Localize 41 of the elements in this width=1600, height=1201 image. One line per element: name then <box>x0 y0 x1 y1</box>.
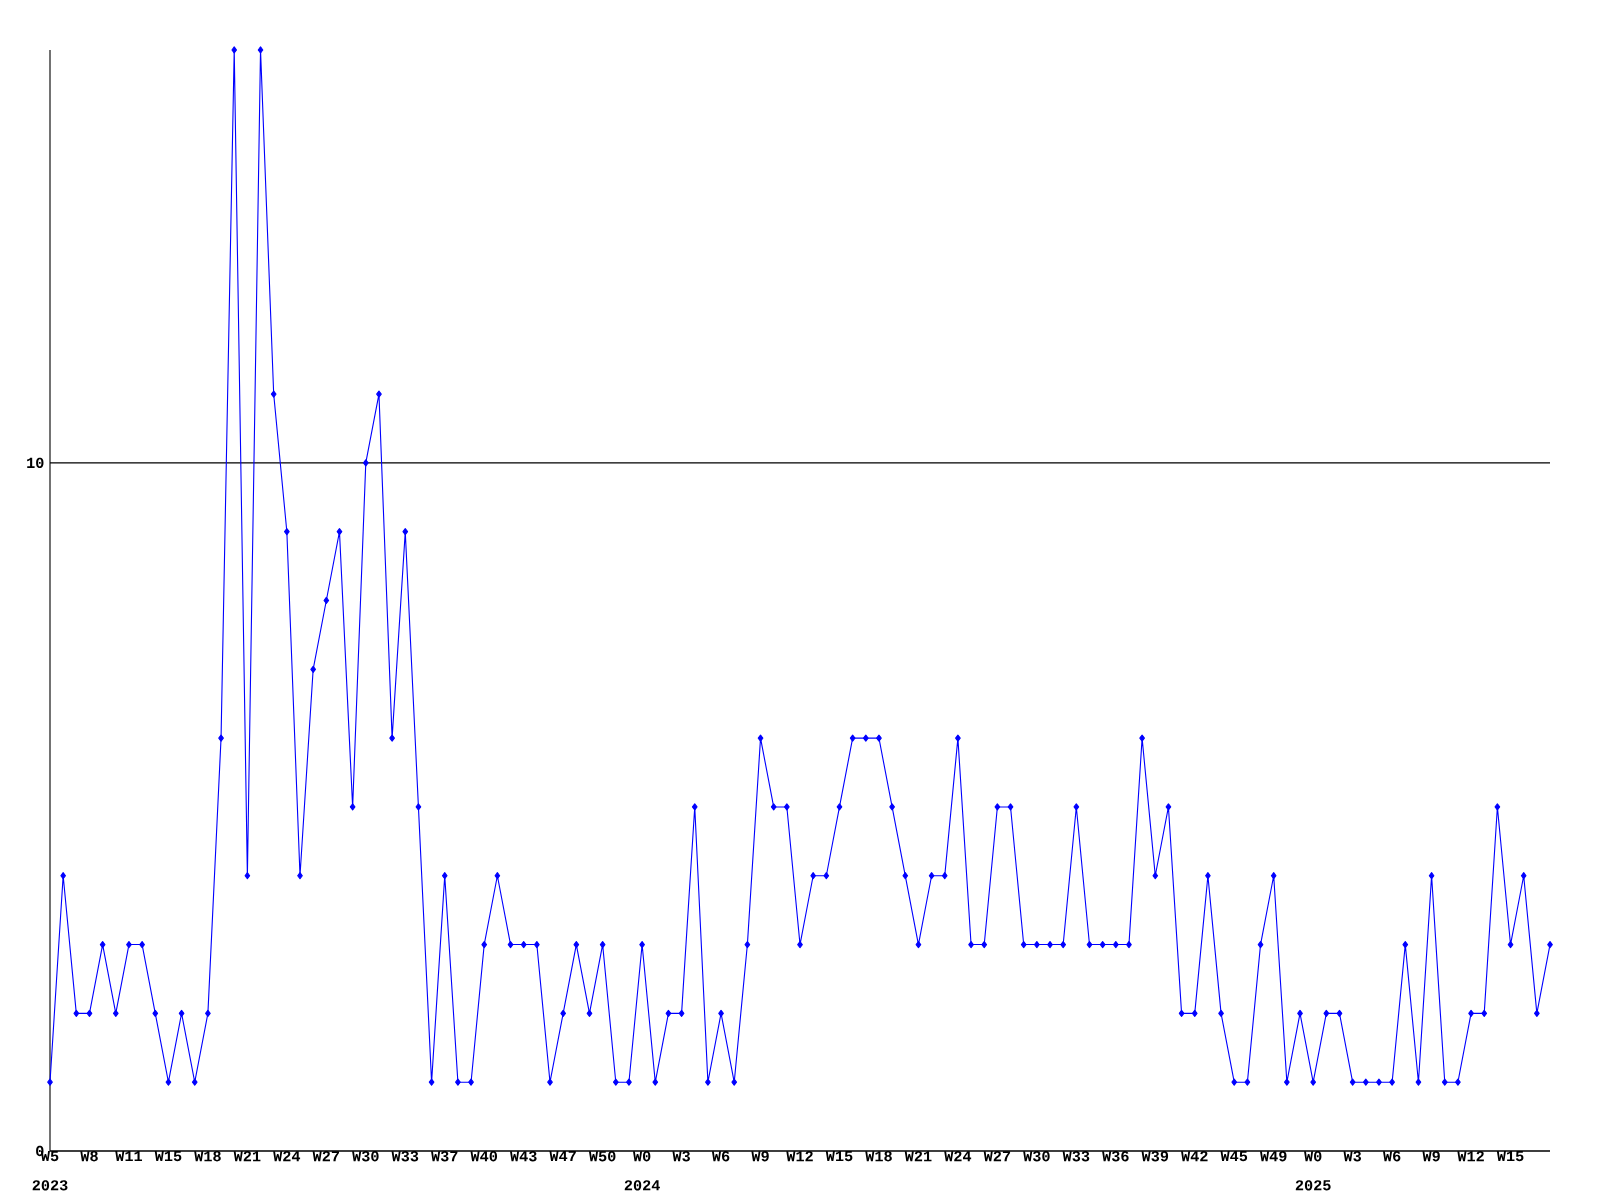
x-tick-label: W39 <box>1141 1151 1169 1162</box>
x-tick-label: W36 <box>1102 1151 1129 1162</box>
x-tick-label: W45 <box>1220 1151 1248 1162</box>
x-tick-label: W21 <box>233 1151 261 1162</box>
x-tick-label: W3 <box>672 1151 690 1162</box>
x-tick-label: W6 <box>711 1151 730 1162</box>
x-tick-label: W27 <box>983 1151 1011 1162</box>
x-tick-label: W24 <box>944 1151 972 1162</box>
x-tick-label: W9 <box>751 1151 769 1162</box>
x-tick-label: W3 <box>1343 1151 1362 1162</box>
y-tick-label: 10 <box>27 457 44 469</box>
x-tick-label: W24 <box>273 1151 301 1162</box>
x-tick-label: W42 <box>1181 1151 1208 1162</box>
x-tick-label: W21 <box>904 1151 932 1162</box>
text: 2023 <box>32 1180 68 1191</box>
x-tick-label: W0 <box>632 1151 651 1162</box>
text: 2024 <box>624 1180 660 1191</box>
x-tick-label: W15 <box>154 1151 182 1162</box>
x-tick-label: W30 <box>352 1151 379 1162</box>
x-tick-label: W30 <box>1023 1151 1050 1162</box>
x-tick-label: W0 <box>1304 1151 1322 1162</box>
x-tick-label: W40 <box>470 1151 498 1162</box>
text: 2025 <box>1295 1180 1331 1191</box>
x-tick-label: W18 <box>194 1151 221 1162</box>
x-tick-label: W6 <box>1382 1151 1401 1162</box>
x-tick-label: W11 <box>115 1151 143 1162</box>
x-tick-label: W15 <box>1496 1151 1524 1162</box>
x-tick-label: W33 <box>391 1151 419 1162</box>
x-tick-label: W47 <box>549 1151 576 1162</box>
x-tick-label: W8 <box>80 1151 98 1162</box>
x-tick-label: W33 <box>1062 1151 1090 1162</box>
x-tick-label: W12 <box>1457 1151 1484 1162</box>
x-tick-label: W50 <box>588 1151 616 1162</box>
x-tick-label: W12 <box>786 1151 813 1162</box>
x-tick-label: W49 <box>1259 1151 1287 1162</box>
x-tick-label: W27 <box>312 1151 339 1162</box>
x-tick-label: W43 <box>509 1151 537 1162</box>
x-tick-label: W37 <box>431 1151 458 1162</box>
x-tick-label: W15 <box>825 1151 853 1162</box>
x-tick-label: W18 <box>865 1151 892 1162</box>
x-tick-label: W9 <box>1422 1151 1440 1162</box>
